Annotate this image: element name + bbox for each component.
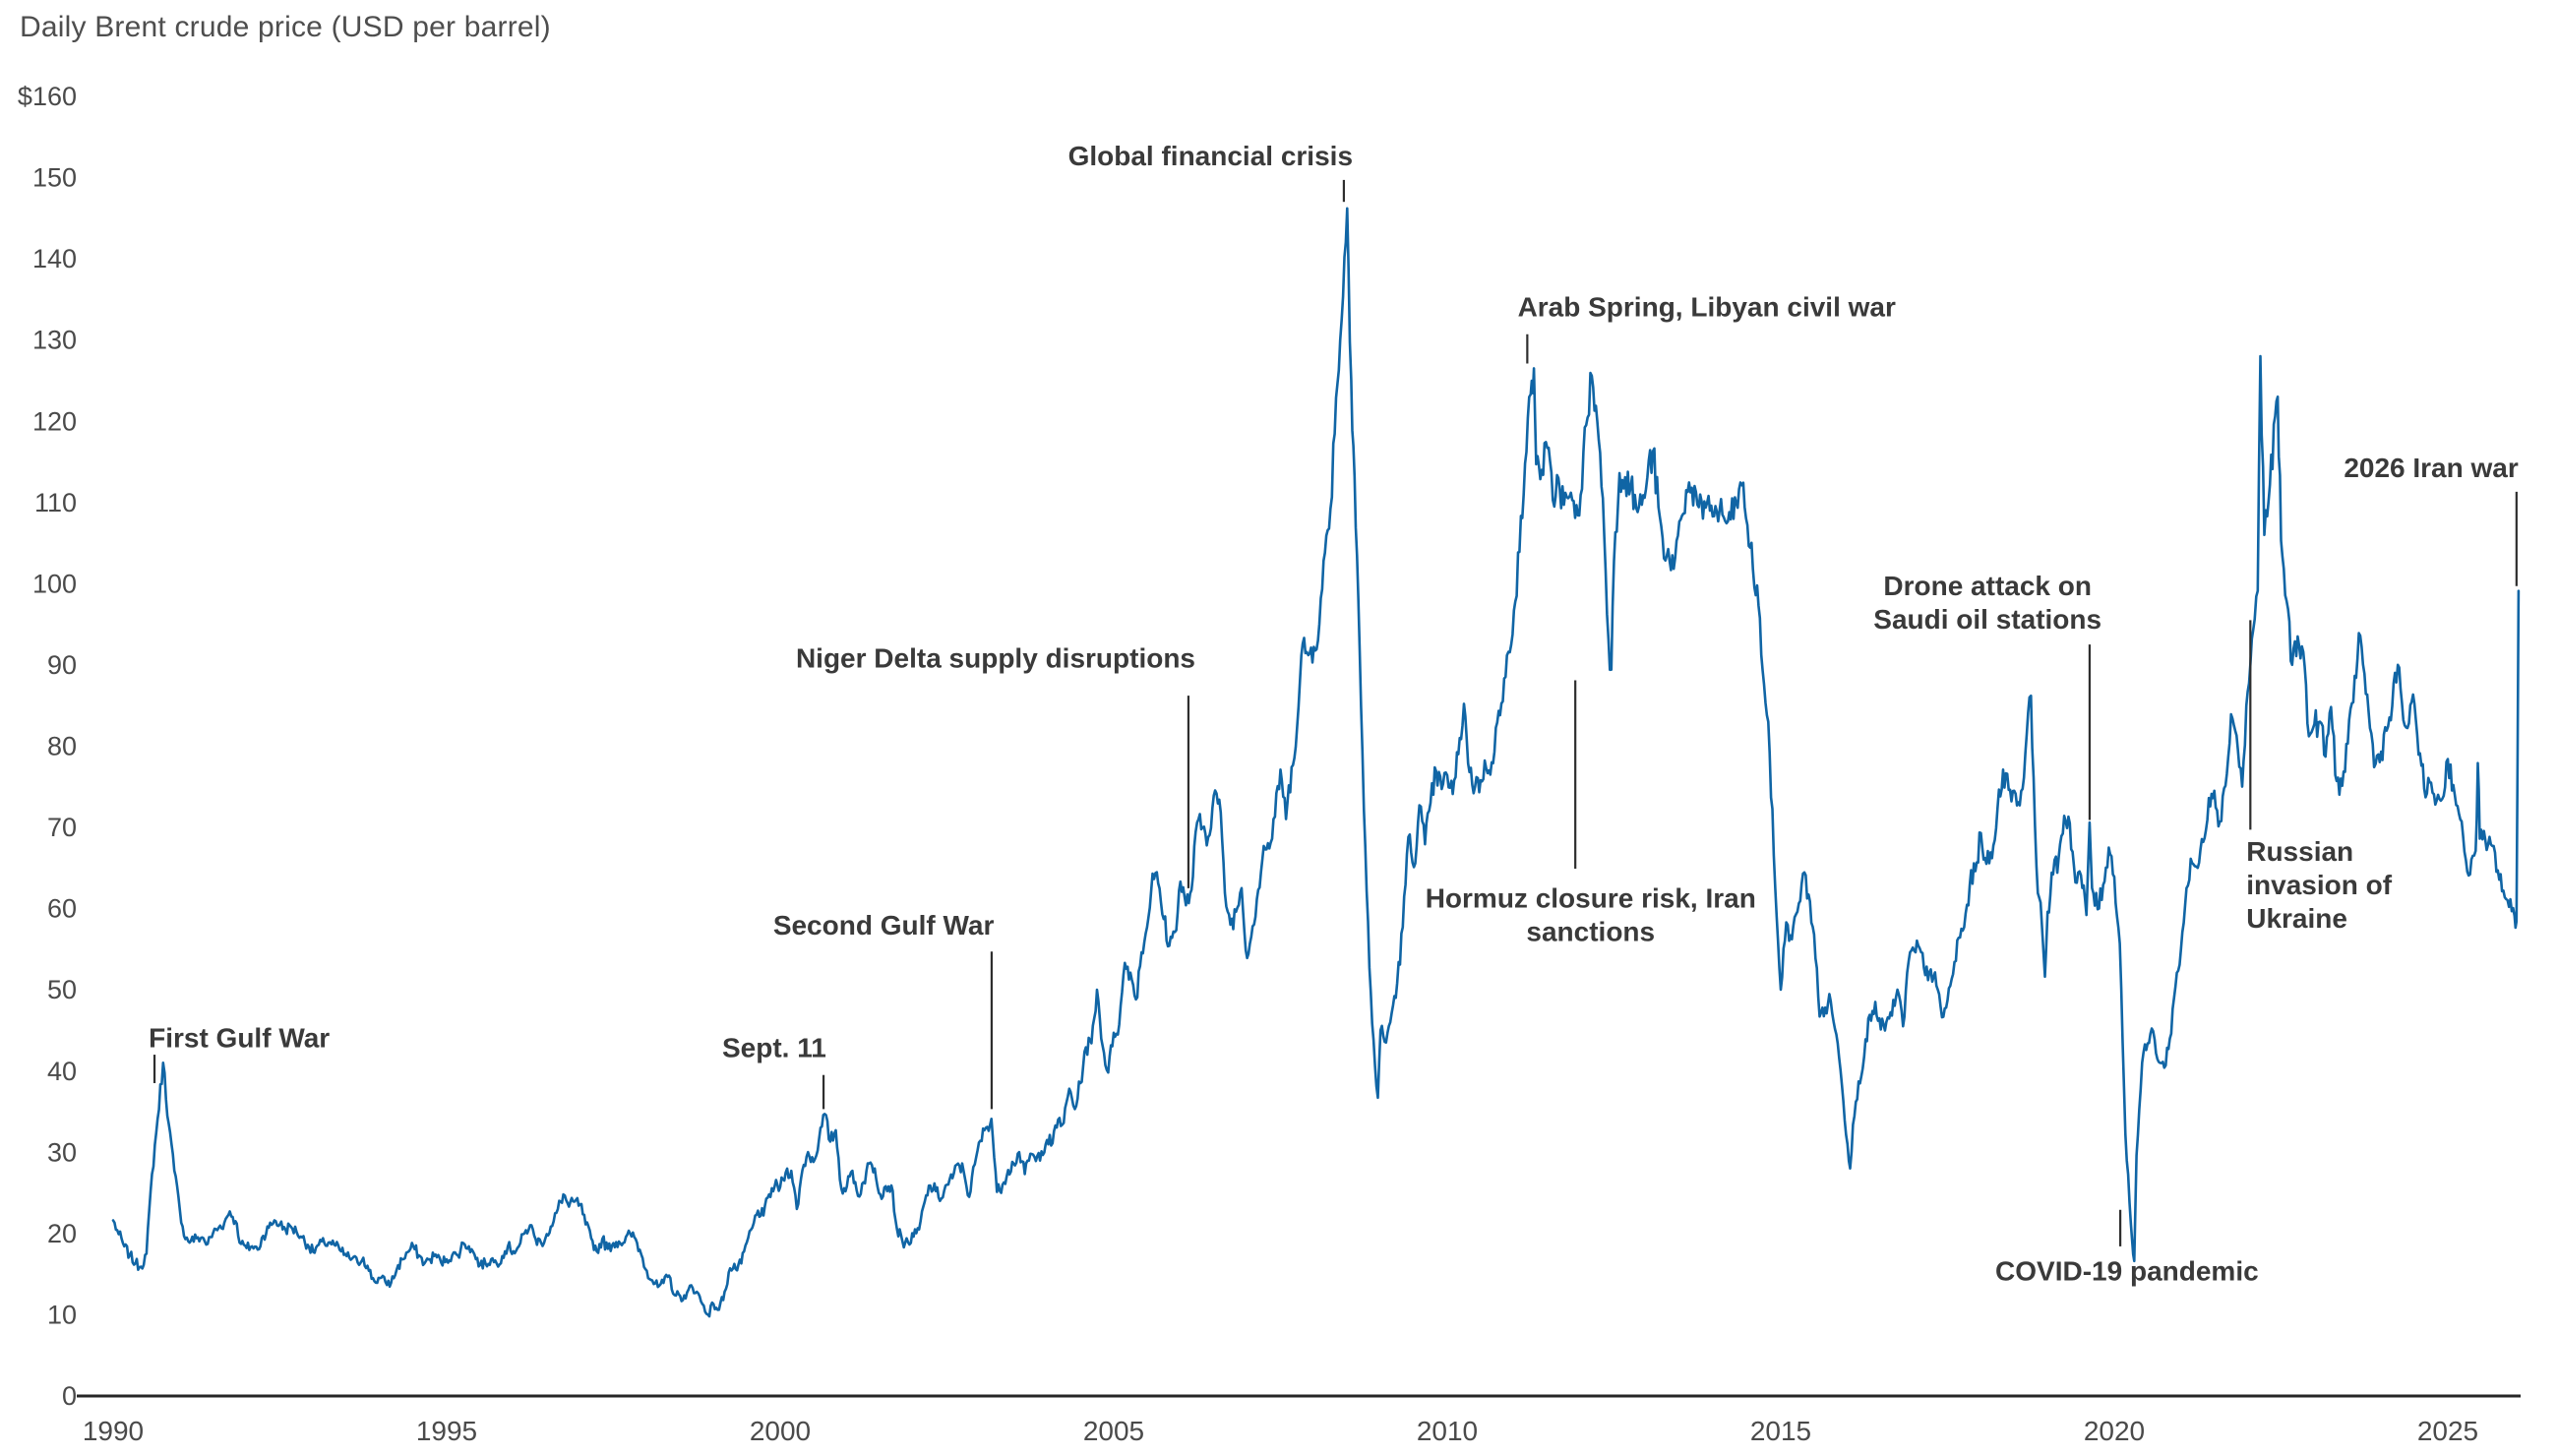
annotation-label-sept-11: Sept. 11 — [722, 1033, 826, 1063]
x-axis-tick-label: 1990 — [83, 1416, 144, 1446]
annotation-label-covid-19: COVID-19 pandemic — [1995, 1256, 2259, 1287]
annotation-label-iran-war-2026: 2026 Iran war — [2344, 453, 2519, 483]
y-axis-tick-label: 90 — [47, 650, 77, 680]
y-axis-tick-label: 50 — [47, 975, 77, 1004]
y-axis-tick-label: 20 — [47, 1219, 77, 1248]
x-axis-tick-label: 2005 — [1083, 1416, 1144, 1446]
annotation-label-niger-delta: Niger Delta supply disruptions — [796, 642, 1195, 673]
x-axis-tick-label: 2025 — [2417, 1416, 2478, 1446]
y-axis-tick-label: 120 — [32, 406, 77, 436]
x-axis-tick-label: 1995 — [416, 1416, 477, 1446]
price-line — [111, 207, 2521, 1318]
annotation-label-hormuz: Hormuz closure risk, Iran sanctions — [1426, 883, 1756, 947]
y-axis-tick-label: 0 — [62, 1381, 77, 1411]
annotation-label-russian-invasion: Russian invasion of Ukraine — [2246, 836, 2392, 934]
y-axis-tick-label: 80 — [47, 732, 77, 761]
x-axis-tick-label: 2010 — [1417, 1416, 1478, 1446]
x-axis-tick-label: 2000 — [750, 1416, 811, 1446]
annotation-label-first-gulf-war: First Gulf War — [149, 1023, 330, 1054]
annotation-label-drone-attack: Drone attack on Saudi oil stations — [1873, 571, 2101, 635]
y-axis-tick-label: 150 — [32, 163, 77, 193]
y-axis-tick-label: 10 — [47, 1300, 77, 1329]
x-axis-tick-label: 2020 — [2084, 1416, 2145, 1446]
x-axis-tick-label: 2015 — [1750, 1416, 1811, 1446]
y-axis-tick-label: 30 — [47, 1137, 77, 1167]
y-axis-tick-label: 130 — [32, 326, 77, 355]
y-axis-tick-label: 70 — [47, 813, 77, 842]
annotation-label-second-gulf-war: Second Gulf War — [773, 910, 995, 940]
y-axis-tick-label: $160 — [18, 82, 77, 111]
y-axis-tick-label: 40 — [47, 1057, 77, 1086]
annotation-label-arab-spring: Arab Spring, Libyan civil war — [1518, 292, 1896, 323]
y-axis-tick-label: 140 — [32, 244, 77, 273]
y-axis-tick-label: 60 — [47, 894, 77, 924]
y-axis-tick-label: 110 — [34, 488, 77, 517]
chart-title: Daily Brent crude price (USD per barrel) — [20, 11, 551, 43]
y-axis-tick-label: 100 — [32, 569, 77, 598]
annotation-label-global-financial-crisis: Global financial crisis — [1068, 141, 1353, 171]
